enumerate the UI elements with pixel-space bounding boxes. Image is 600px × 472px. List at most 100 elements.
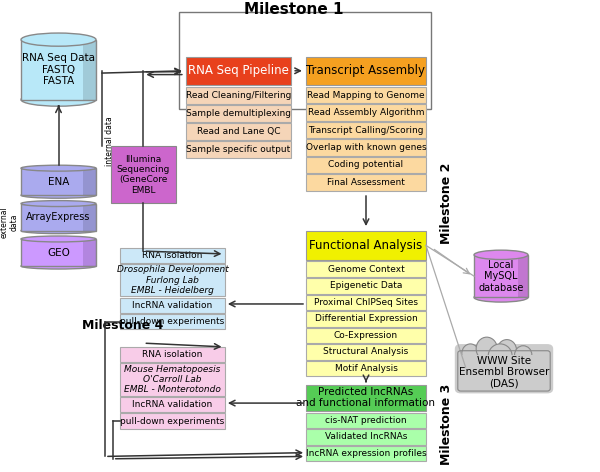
Ellipse shape: [497, 340, 517, 361]
Text: Genome Context: Genome Context: [328, 265, 404, 274]
Text: Structural Analysis: Structural Analysis: [323, 347, 409, 356]
FancyBboxPatch shape: [186, 57, 291, 85]
Text: RNA isolation: RNA isolation: [142, 251, 203, 260]
FancyBboxPatch shape: [518, 255, 528, 297]
FancyBboxPatch shape: [21, 168, 96, 195]
FancyBboxPatch shape: [120, 363, 225, 396]
Text: lncRNA validation: lncRNA validation: [133, 301, 212, 310]
Text: GEO: GEO: [47, 247, 70, 258]
Text: internal data: internal data: [106, 117, 114, 167]
Text: RNA Seq Pipeline: RNA Seq Pipeline: [188, 64, 289, 77]
Text: Co-Expression: Co-Expression: [334, 331, 398, 340]
FancyBboxPatch shape: [306, 328, 426, 343]
FancyBboxPatch shape: [120, 298, 225, 313]
FancyBboxPatch shape: [306, 429, 426, 445]
FancyBboxPatch shape: [306, 344, 426, 360]
Text: Final Assessment: Final Assessment: [327, 178, 405, 187]
Text: Drosophila Development
Furlong Lab
EMBL - Heidelberg: Drosophila Development Furlong Lab EMBL …: [116, 265, 229, 295]
FancyBboxPatch shape: [21, 40, 96, 100]
Ellipse shape: [21, 165, 96, 171]
Text: Illumina
Sequencing
(GeneCore
EMBL: Illumina Sequencing (GeneCore EMBL: [117, 154, 170, 195]
FancyBboxPatch shape: [461, 355, 547, 389]
FancyBboxPatch shape: [186, 87, 291, 104]
Text: Sample specific output: Sample specific output: [187, 144, 290, 154]
FancyBboxPatch shape: [306, 278, 426, 294]
FancyBboxPatch shape: [306, 122, 426, 138]
Text: Read Assembly Algorithm: Read Assembly Algorithm: [308, 108, 424, 117]
Text: external
data: external data: [0, 206, 19, 238]
Text: Local
MySQL
database: Local MySQL database: [478, 260, 524, 293]
Text: Overlap with known genes: Overlap with known genes: [305, 143, 427, 152]
FancyBboxPatch shape: [21, 203, 96, 231]
FancyBboxPatch shape: [306, 361, 426, 376]
Text: Transcript Calling/Scoring: Transcript Calling/Scoring: [308, 126, 424, 135]
FancyBboxPatch shape: [306, 295, 426, 310]
Text: ArrayExpress: ArrayExpress: [26, 212, 91, 222]
Text: Epigenetic Data: Epigenetic Data: [330, 281, 402, 290]
Text: Read Cleaning/Filtering: Read Cleaning/Filtering: [186, 91, 291, 100]
Text: lncRNA validation: lncRNA validation: [133, 400, 212, 409]
FancyBboxPatch shape: [186, 123, 291, 140]
Text: Mouse Hematopoesis
O'Carroll Lab
EMBL - Monterotondo: Mouse Hematopoesis O'Carroll Lab EMBL - …: [124, 364, 221, 395]
FancyBboxPatch shape: [455, 344, 553, 394]
Ellipse shape: [462, 344, 479, 363]
FancyBboxPatch shape: [474, 255, 528, 297]
Ellipse shape: [21, 33, 96, 46]
Text: pull-down experiments: pull-down experiments: [121, 416, 224, 426]
FancyBboxPatch shape: [306, 87, 426, 103]
FancyBboxPatch shape: [306, 57, 426, 85]
Ellipse shape: [515, 346, 532, 364]
Ellipse shape: [21, 263, 96, 269]
Text: Motif Analysis: Motif Analysis: [335, 364, 397, 373]
Text: Predicted lncRNAs
and functional information: Predicted lncRNAs and functional informa…: [296, 387, 436, 408]
Ellipse shape: [21, 201, 96, 207]
FancyBboxPatch shape: [306, 261, 426, 277]
FancyBboxPatch shape: [120, 397, 225, 412]
Text: Functional Analysis: Functional Analysis: [310, 239, 422, 252]
FancyBboxPatch shape: [306, 174, 426, 191]
Text: RNA isolation: RNA isolation: [142, 350, 203, 359]
Text: Differential Expression: Differential Expression: [314, 314, 418, 323]
Text: Milestone 2: Milestone 2: [440, 162, 454, 244]
Text: Validated lncRNAs: Validated lncRNAs: [325, 432, 407, 441]
FancyBboxPatch shape: [120, 347, 225, 362]
FancyBboxPatch shape: [306, 157, 426, 173]
Text: Coding potential: Coding potential: [328, 160, 404, 169]
Text: ENA: ENA: [48, 177, 69, 187]
FancyBboxPatch shape: [120, 248, 225, 263]
Ellipse shape: [21, 93, 96, 106]
FancyBboxPatch shape: [306, 413, 426, 428]
Ellipse shape: [21, 236, 96, 242]
Text: Read Mapping to Genome: Read Mapping to Genome: [307, 91, 425, 100]
FancyBboxPatch shape: [186, 141, 291, 158]
FancyBboxPatch shape: [111, 146, 176, 203]
FancyBboxPatch shape: [306, 385, 426, 411]
FancyBboxPatch shape: [120, 314, 225, 329]
FancyBboxPatch shape: [306, 446, 426, 461]
Ellipse shape: [474, 293, 528, 302]
FancyBboxPatch shape: [21, 239, 96, 266]
Text: lncRNA expression profiles: lncRNA expression profiles: [305, 449, 427, 458]
Text: Milestone 3: Milestone 3: [440, 384, 454, 465]
FancyBboxPatch shape: [83, 239, 96, 266]
Text: Read and Lane QC: Read and Lane QC: [197, 126, 280, 136]
Text: Milestone 4: Milestone 4: [82, 319, 164, 332]
Ellipse shape: [21, 228, 96, 234]
FancyBboxPatch shape: [306, 104, 426, 121]
Text: RNA Seq Data
FASTQ
FASTA: RNA Seq Data FASTQ FASTA: [22, 53, 95, 86]
FancyBboxPatch shape: [120, 413, 225, 429]
FancyBboxPatch shape: [120, 264, 225, 296]
FancyBboxPatch shape: [186, 105, 291, 122]
FancyBboxPatch shape: [83, 203, 96, 231]
Text: Proximal ChIPSeq Sites: Proximal ChIPSeq Sites: [314, 298, 418, 307]
FancyBboxPatch shape: [83, 168, 96, 195]
Text: WWW Site
Ensembl Browser
(DAS): WWW Site Ensembl Browser (DAS): [459, 355, 549, 389]
Ellipse shape: [476, 337, 497, 361]
Text: pull-down experiments: pull-down experiments: [121, 317, 224, 327]
Text: cis-NAT prediction: cis-NAT prediction: [325, 416, 407, 425]
Text: Sample demultiplexing: Sample demultiplexing: [186, 109, 291, 118]
FancyBboxPatch shape: [83, 40, 96, 100]
FancyBboxPatch shape: [306, 311, 426, 327]
Text: Transcript Assembly: Transcript Assembly: [307, 64, 425, 77]
Text: Milestone 1: Milestone 1: [244, 2, 344, 17]
